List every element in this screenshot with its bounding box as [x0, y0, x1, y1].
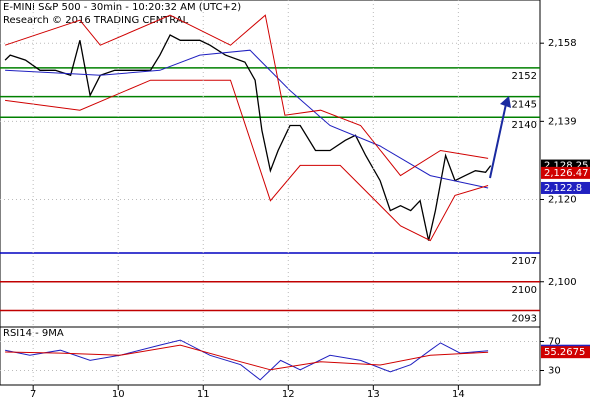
- x-tick-label: 14: [452, 389, 465, 400]
- series-line: [5, 49, 489, 189]
- level-label: 2140: [512, 120, 537, 131]
- series-line: [4, 34, 492, 241]
- rsi-title: RSI14 - 9MA: [3, 328, 64, 339]
- plot-frame: [0, 0, 541, 386]
- series-line: [4, 14, 489, 177]
- series-line: [5, 344, 489, 371]
- chart-subtitle: Research © 2016 TRADING CENTRAL: [3, 15, 189, 26]
- value-badge: [541, 181, 590, 194]
- level-label: 2100: [512, 285, 537, 296]
- x-tick-label: 10: [112, 389, 125, 400]
- level-label: 2093: [512, 314, 537, 325]
- level-label: 2107: [512, 256, 537, 267]
- x-tick-label: 13: [367, 389, 380, 400]
- value-badge-label: 55.2675: [544, 347, 585, 358]
- level-label: 2145: [512, 100, 537, 111]
- series-line: [5, 79, 489, 242]
- value-badge-label: 2,128.25: [544, 161, 589, 172]
- y-tick-label: 2,139: [548, 116, 577, 127]
- y-tick-label: 2,120: [548, 194, 577, 205]
- y-tick-label: 30: [548, 366, 561, 377]
- chart-title: E-MINI S&P 500 - 30min - 10:20:32 AM (UT…: [3, 2, 241, 13]
- x-tick-label: 11: [197, 389, 210, 400]
- y-tick-label: 2,100: [548, 277, 577, 288]
- x-tick-label: 7: [30, 389, 36, 400]
- value-badge: [541, 346, 590, 359]
- value-badge: [541, 166, 590, 179]
- value-badge-label: 2,122.8: [544, 183, 582, 194]
- x-tick-label: 12: [282, 389, 295, 400]
- value-badge-label: 2,126.47: [544, 168, 589, 179]
- arrow-head: [500, 96, 511, 108]
- series-line: [4, 339, 489, 381]
- y-tick-label: 70: [548, 337, 561, 348]
- y-tick-label: 2,158: [548, 38, 577, 49]
- level-label: 2152: [512, 71, 537, 82]
- forecast-arrow: [489, 103, 507, 179]
